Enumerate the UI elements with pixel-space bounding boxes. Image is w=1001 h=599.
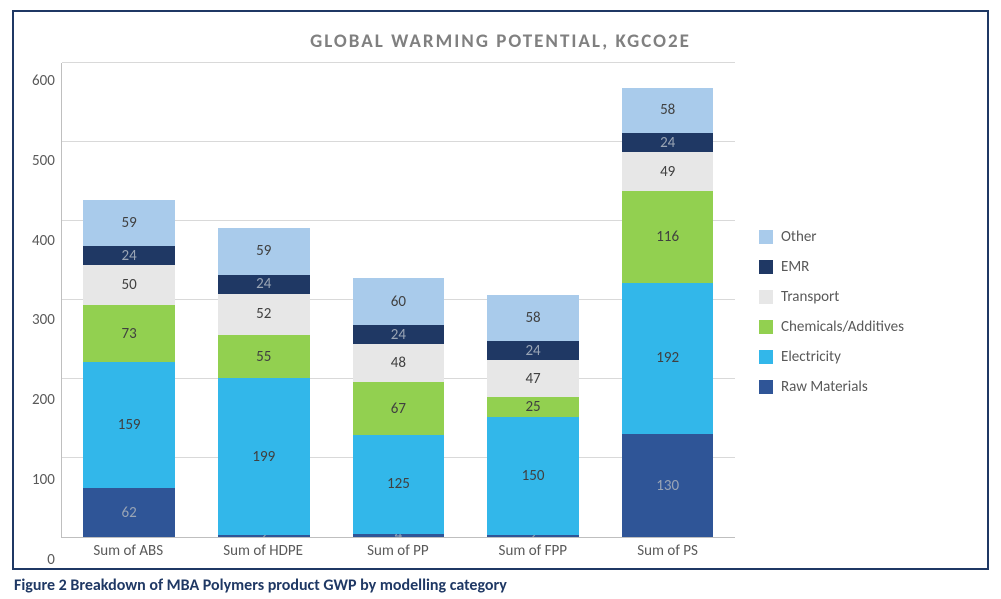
bar-segment-emr: 24: [487, 341, 579, 360]
chart-container: GLOBAL WARMING POTENTIAL, KGCO2E 6005004…: [12, 10, 989, 570]
legend-item: Other: [759, 228, 969, 246]
legend-swatch: [759, 320, 773, 334]
bar-segment-chem: 25: [487, 397, 579, 417]
x-tick-label: Sum of FPP: [465, 538, 600, 560]
bar-segment-raw: 130: [622, 434, 714, 537]
x-tick-label: Sum of PP: [331, 538, 466, 560]
legend: Other EMR Transport Chemicals/Additives Elec…: [735, 63, 969, 560]
y-tick-label: 100: [32, 471, 55, 489]
bar-segment-raw: 2: [218, 535, 310, 537]
bar-segment-trans: 52: [218, 294, 310, 335]
legend-item: EMR: [759, 258, 969, 276]
legend-label: Transport: [781, 288, 839, 306]
plot-area: 6215973502459219955522459412567482460215…: [61, 63, 735, 538]
legend-item: Electricity: [759, 348, 969, 366]
bar-segment-elec: 199: [218, 378, 310, 535]
legend-item: Raw Materials: [759, 378, 969, 396]
legend-swatch: [759, 350, 773, 364]
bar-segment-chem: 116: [622, 191, 714, 283]
legend-label: Other: [781, 228, 817, 246]
bar-segment-chem: 73: [83, 305, 175, 363]
bar-segment-trans: 50: [83, 265, 175, 304]
y-tick-label: 500: [32, 152, 55, 170]
bar-segment-raw: 4: [353, 534, 445, 537]
x-axis: Sum of ABSSum of HDPESum of PPSum of FPP…: [61, 538, 735, 560]
bar-segment-other: 60: [353, 278, 445, 325]
bar-segment-chem: 55: [218, 335, 310, 378]
bar-stack: 130192116492458: [622, 63, 714, 537]
y-tick-label: 400: [32, 232, 55, 250]
y-tick-label: 300: [32, 311, 55, 329]
legend-swatch: [759, 290, 773, 304]
bar-segment-raw: 62: [83, 488, 175, 537]
legend-label: EMR: [781, 258, 809, 276]
bar-segment-trans: 47: [487, 360, 579, 397]
bar-segment-emr: 24: [218, 275, 310, 294]
x-tick-label: Sum of HDPE: [196, 538, 331, 560]
bar-segment-raw: 2: [487, 535, 579, 537]
legend-swatch: [759, 260, 773, 274]
y-axis: 6005004003002001000: [32, 63, 61, 560]
x-tick-label: Sum of PS: [600, 538, 735, 560]
bar-stack: 6215973502459: [83, 63, 175, 537]
bar-stack: 412567482460: [353, 63, 445, 537]
legend-label: Chemicals/Additives: [781, 318, 904, 336]
legend-swatch: [759, 380, 773, 394]
bar-segment-elec: 192: [622, 283, 714, 435]
bar-segment-chem: 67: [353, 382, 445, 435]
legend-item: Chemicals/Additives: [759, 318, 969, 336]
bar-segment-other: 59: [218, 228, 310, 275]
bar-segment-emr: 24: [83, 246, 175, 265]
y-tick-label: 0: [47, 551, 55, 569]
bar-stack: 215025472458: [487, 63, 579, 537]
bar-segment-trans: 48: [353, 344, 445, 382]
bar-segment-other: 58: [487, 295, 579, 341]
bar-segment-elec: 150: [487, 417, 579, 536]
y-tick-label: 200: [32, 391, 55, 409]
legend-swatch: [759, 230, 773, 244]
y-tick-label: 600: [32, 72, 55, 90]
bar-segment-other: 59: [83, 200, 175, 247]
bar-segment-trans: 49: [622, 152, 714, 191]
legend-item: Transport: [759, 288, 969, 306]
bar-segment-emr: 24: [353, 325, 445, 344]
bar-segment-elec: 159: [83, 362, 175, 488]
bar-stack: 219955522459: [218, 63, 310, 537]
legend-label: Electricity: [781, 348, 841, 366]
bar-segment-elec: 125: [353, 435, 445, 534]
legend-label: Raw Materials: [781, 378, 868, 396]
figure-caption: Figure 2 Breakdown of MBA Polymers produ…: [12, 570, 989, 595]
x-tick-label: Sum of ABS: [61, 538, 196, 560]
chart-title: GLOBAL WARMING POTENTIAL, KGCO2E: [32, 30, 969, 53]
bar-segment-emr: 24: [622, 133, 714, 152]
bar-segment-other: 58: [622, 88, 714, 134]
